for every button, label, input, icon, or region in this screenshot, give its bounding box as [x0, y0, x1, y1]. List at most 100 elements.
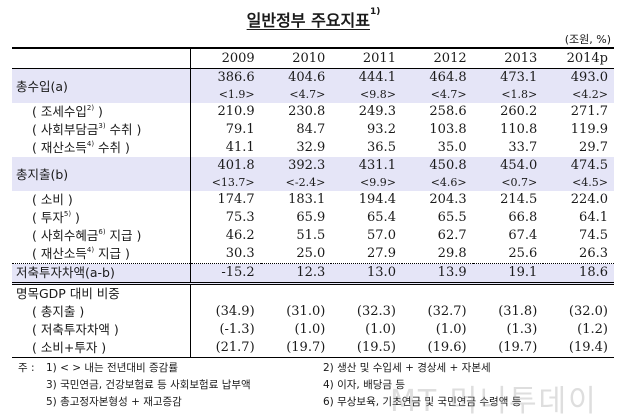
- table-row-gdp-header: 명목GDP 대비 비중: [12, 283, 614, 304]
- growth-cell: <4.6>: [401, 174, 473, 191]
- cell: 74.5: [579, 228, 608, 243]
- cell: 210.9: [217, 104, 255, 119]
- indicator-table: 2009 2010 2011 2012 2013 2014p 총수입(a) 38…: [12, 47, 614, 358]
- cell: 62.7: [437, 228, 467, 243]
- cell: 25.0: [296, 246, 326, 261]
- cell: 32.9: [296, 140, 326, 155]
- table-row-social-benefits: ( 사회수혜금6) 지급 ) 46.2 51.5 57.0 62.7 67.4 …: [12, 227, 614, 245]
- growth-cell: <4.7>: [260, 86, 332, 103]
- cell: 271.7: [570, 104, 608, 119]
- cell: (-1.3): [219, 322, 255, 337]
- col-header: 2012: [401, 47, 473, 69]
- row-label: ( 재산소득4) 지급 ): [12, 245, 191, 264]
- cell: 41.1: [225, 140, 255, 155]
- row-label: ( 재산소득4) 수취 ): [12, 139, 191, 157]
- col-header: 2009: [190, 47, 261, 69]
- cell: (34.9): [215, 304, 255, 319]
- table-row-property-income-recv: ( 재산소득4) 수취 ) 41.1 32.9 36.5 35.0 33.7 2…: [12, 139, 614, 157]
- table-row-expenditure: 총지출(b) 401.8 392.3 431.1 450.8 454.0 474…: [12, 157, 614, 191]
- table-row-tax: ( 조세수입2) ) 210.9 230.8 249.3 258.6 260.2…: [12, 103, 614, 121]
- cell: 474.5: [543, 157, 614, 174]
- row-label: ( 소비 ): [12, 191, 191, 209]
- empty-cell: [190, 284, 614, 304]
- cell: 26.3: [579, 246, 608, 261]
- header-blank: [12, 47, 191, 69]
- col-header: 2013: [472, 47, 544, 69]
- row-label: ( 소비+투자 ): [12, 339, 191, 358]
- cell: 386.6: [190, 68, 261, 86]
- row-label: 총수입(a): [12, 68, 191, 103]
- cell: 183.1: [288, 192, 326, 207]
- row-label: ( 총지출 ): [12, 303, 191, 321]
- cell: (19.4): [543, 339, 614, 358]
- cell: 29.7: [579, 140, 608, 155]
- cell: 93.2: [367, 122, 396, 137]
- growth-cell: <0.7>: [472, 174, 544, 191]
- growth-cell: <1.8>: [472, 86, 544, 103]
- cell: (1.0): [294, 322, 326, 337]
- cell: (21.7): [190, 339, 261, 358]
- cell: 51.5: [296, 228, 326, 243]
- growth-cell: <9.9>: [331, 174, 402, 191]
- cell: 103.8: [429, 122, 467, 137]
- table-row-social-contrib: ( 사회부담금3) 수취 ) 79.1 84.7 93.2 103.8 110.…: [12, 121, 614, 139]
- cell: (1.2): [577, 322, 608, 337]
- cell: (1.0): [435, 322, 467, 337]
- cell: 194.4: [358, 192, 396, 207]
- cell: 444.1: [331, 68, 402, 86]
- cell: 119.9: [570, 122, 608, 137]
- cell: (19.7): [260, 339, 332, 358]
- footnote-6: 6) 무상보육, 기초연금 및 국민연금 수령액 등: [323, 396, 522, 408]
- col-header: 2011: [331, 47, 402, 69]
- cell: 29.8: [437, 246, 467, 261]
- table-row-gdp-expenditure: ( 총지출 ) (34.9) (31.0) (32.3) (32.7) (31.…: [12, 303, 614, 321]
- cell: 392.3: [260, 157, 332, 174]
- cell: (31.0): [286, 304, 326, 319]
- cell: 18.6: [543, 263, 614, 285]
- cell: 75.3: [225, 210, 255, 225]
- footnote-2: 2) 생산 및 수입세 + 경상세 + 자본세: [323, 362, 491, 374]
- growth-cell: <4.7>: [401, 86, 473, 103]
- cell: 230.8: [288, 104, 326, 119]
- table-row-revenue: 총수입(a) 386.6 404.6 444.1 464.8 473.1 493…: [12, 68, 614, 103]
- table-row-consumption: ( 소비 ) 174.7 183.1 194.4 204.3 214.5 224…: [12, 191, 614, 209]
- cell: (31.8): [498, 304, 538, 319]
- row-label: ( 사회수혜금6) 지급 ): [12, 227, 191, 245]
- cell: 454.0: [472, 157, 544, 174]
- cell: (1.3): [506, 322, 538, 337]
- growth-cell: <4.5>: [543, 174, 614, 191]
- notes-prefix: 주 :: [18, 362, 35, 374]
- cell: (32.0): [568, 304, 608, 319]
- cell: 464.8: [401, 68, 473, 86]
- cell: 249.3: [358, 104, 396, 119]
- cell: 224.0: [570, 192, 608, 207]
- table-row-gdp-cons-inv: ( 소비+투자 ) (21.7) (19.7) (19.5) (19.6) (1…: [12, 339, 614, 358]
- footnote-4: 4) 이자, 배당금 등: [323, 379, 406, 391]
- cell: 35.0: [437, 140, 467, 155]
- cell: 214.5: [500, 192, 538, 207]
- cell: 36.5: [367, 140, 396, 155]
- cell: (32.3): [356, 304, 396, 319]
- cell: 110.8: [500, 122, 538, 137]
- cell: 33.7: [508, 140, 538, 155]
- table-row-property-income-paid: ( 재산소득4) 지급 ) 30.3 25.0 27.9 29.8 25.6 2…: [12, 245, 614, 264]
- footnote-1: 1) < > 내는 전년대비 증감률: [46, 362, 179, 374]
- growth-cell: <4.2>: [543, 86, 614, 103]
- col-header: 2010: [260, 47, 332, 69]
- cell: 13.0: [331, 263, 402, 285]
- cell: 79.1: [225, 122, 255, 137]
- cell: 67.4: [508, 228, 538, 243]
- table-row-balance: 저축투자차액(a-b) -15.2 12.3 13.0 13.9 19.1 18…: [12, 263, 614, 285]
- row-label: ( 사회부담금3) 수취 ): [12, 121, 191, 139]
- cell: -15.2: [190, 263, 261, 285]
- footnotes: 주 : 1) < > 내는 전년대비 증감률 2) 생산 및 수입세 + 경상세 …: [18, 360, 618, 411]
- row-label: 총지출(b): [12, 157, 191, 191]
- cell: (19.5): [331, 339, 402, 358]
- table-row-gdp-balance: ( 저축투자차액 ) (-1.3) (1.0) (1.0) (1.0) (1.3…: [12, 321, 614, 339]
- cell: (19.6): [401, 339, 473, 358]
- growth-cell: <-2.4>: [260, 174, 332, 191]
- cell: 12.3: [260, 263, 332, 285]
- cell: 19.1: [472, 263, 544, 285]
- cell: 404.6: [260, 68, 332, 86]
- cell: 431.1: [331, 157, 402, 174]
